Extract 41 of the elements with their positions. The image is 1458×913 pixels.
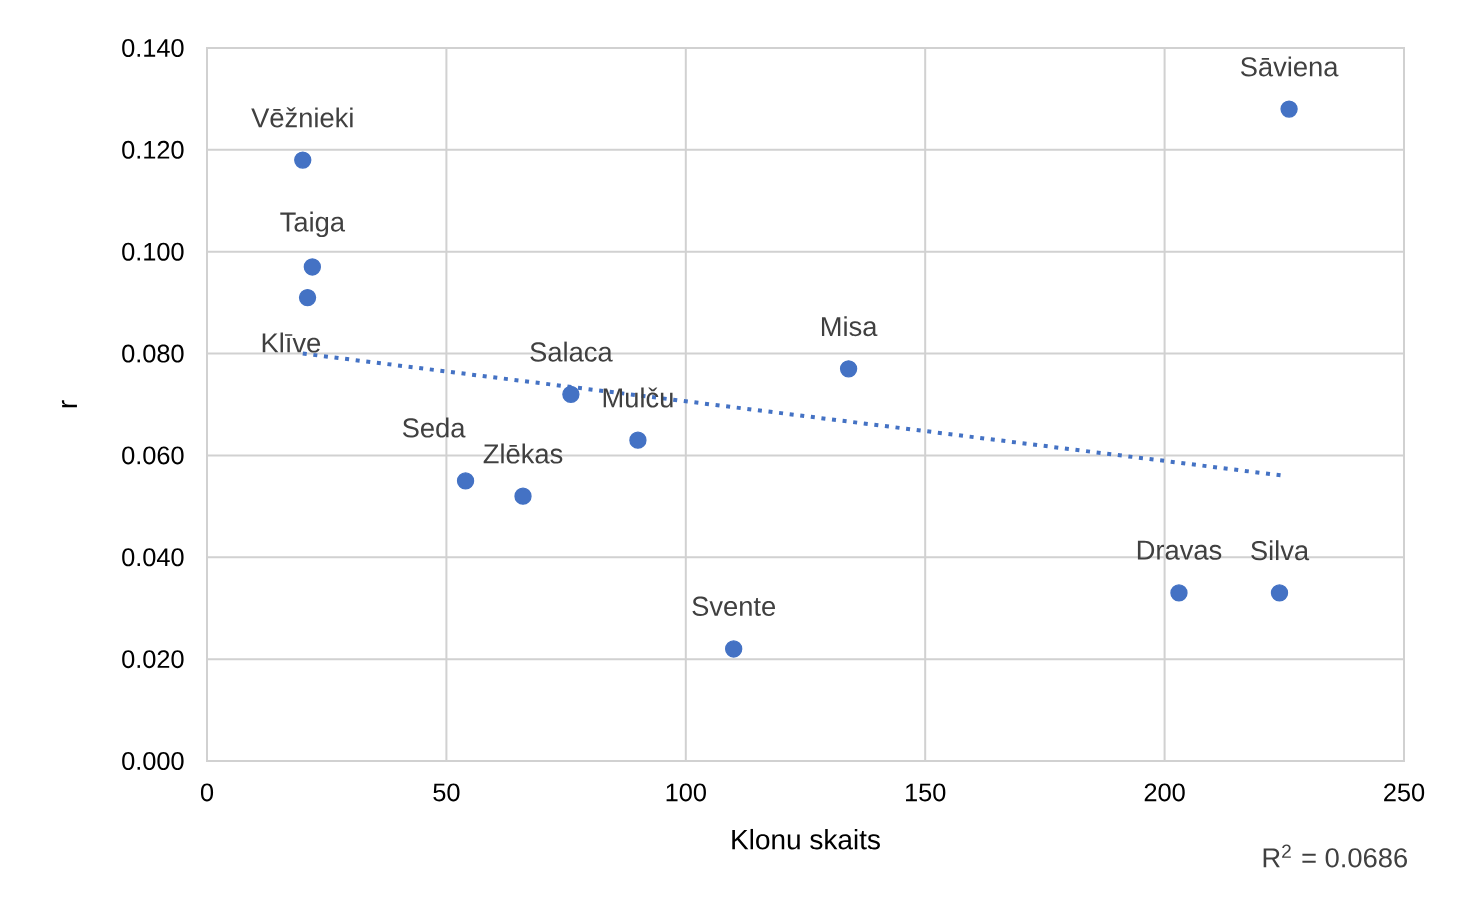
annotation: Mulču [603, 387, 673, 408]
point [294, 151, 312, 169]
annotation: Svente [692, 596, 776, 616]
point [456, 472, 475, 490]
point [562, 385, 580, 403]
y-tick-label: 0.100 [122, 242, 184, 261]
y-tick-label: 0.140 [122, 39, 184, 57]
x-tick-label: 0 [200, 783, 214, 802]
point [839, 360, 858, 378]
y-tick-label: 0.040 [122, 548, 184, 567]
annotation: Salaca [530, 341, 613, 362]
annotation: Misa [821, 316, 878, 337]
annotation: Vēžnieki [251, 107, 353, 128]
annotation: Silva [1251, 540, 1310, 561]
x-axis-title: Klonu skaits [732, 828, 880, 850]
annotation: Dravas [1137, 540, 1222, 560]
point [1280, 100, 1298, 118]
y-axis-title: r [61, 400, 77, 408]
y-tick-label: 0.060 [122, 446, 184, 465]
annotation: Seda [402, 417, 466, 438]
point [725, 640, 743, 658]
annotation: Taiga [280, 211, 346, 238]
text: R$^{2}$ = 0.0686 [1263, 844, 1407, 868]
point [298, 288, 317, 307]
point [1170, 584, 1188, 602]
point [514, 487, 532, 505]
y-tick-label: 0.080 [122, 344, 184, 363]
annotation: Zlēkas [483, 443, 563, 464]
annotation: Klīve [262, 332, 321, 353]
x-tick-label: 50 [433, 783, 460, 802]
point [303, 258, 322, 276]
point [629, 431, 647, 449]
y-tick-label: 0.120 [122, 140, 184, 159]
x-tick-label: 250 [1384, 783, 1425, 802]
y-tick-label: 0.020 [122, 650, 184, 669]
x-tick-label: 100 [666, 783, 706, 802]
point [1270, 584, 1289, 602]
annotation: Sāviena [1240, 56, 1339, 77]
x-tick-label: 200 [1144, 783, 1185, 802]
y-tick-label: 0.000 [122, 752, 184, 770]
x-tick-label: 150 [906, 783, 946, 802]
